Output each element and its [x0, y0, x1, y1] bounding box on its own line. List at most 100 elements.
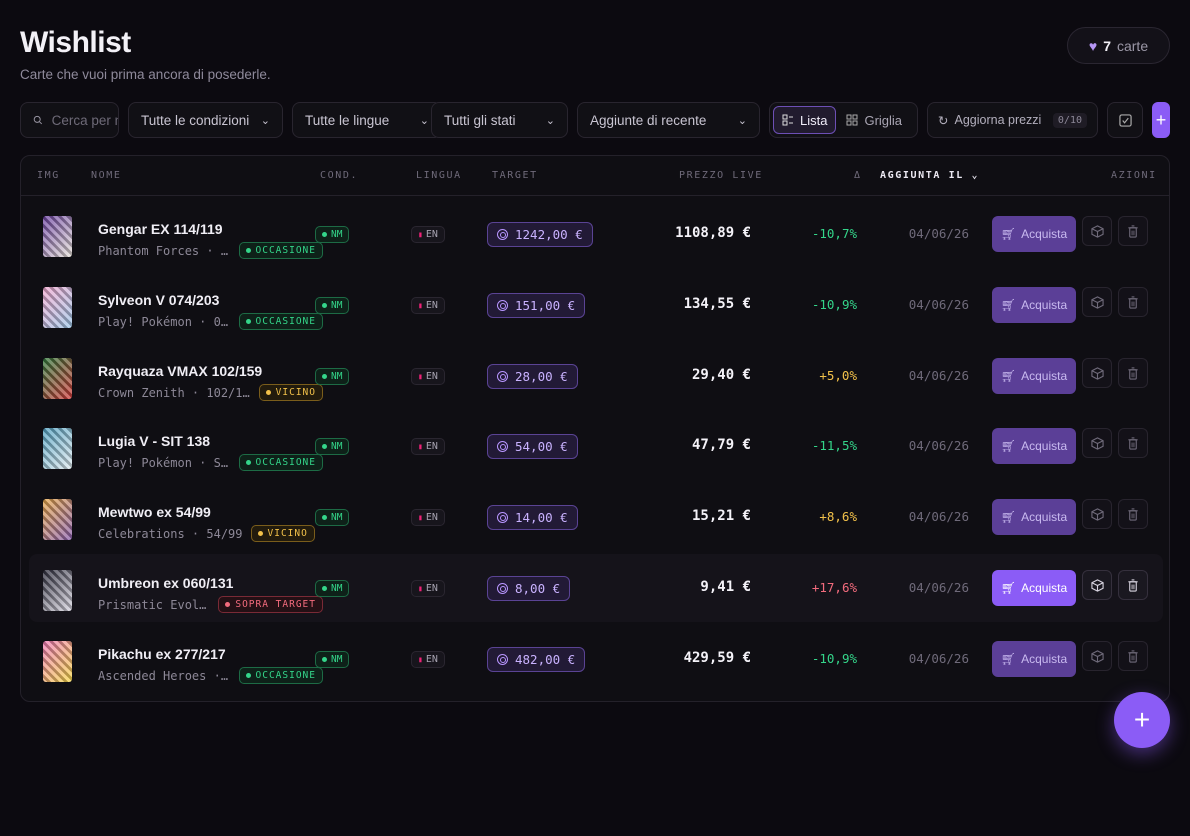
open-card-button[interactable]: [1082, 287, 1112, 317]
open-card-button[interactable]: [1082, 641, 1112, 671]
plus-icon: +: [1155, 109, 1167, 130]
open-card-button[interactable]: [1082, 358, 1112, 388]
buy-button[interactable]: 🛒︎ Acquista: [992, 499, 1076, 535]
card-name[interactable]: Sylveon V 074/203: [98, 292, 220, 308]
open-card-button[interactable]: [1082, 216, 1112, 246]
sort-select[interactable]: Aggiunte di recente ⌄: [577, 102, 760, 138]
delete-button[interactable]: [1118, 641, 1148, 671]
condition-badge: NM: [315, 438, 350, 455]
column-delta[interactable]: Δ: [854, 170, 862, 181]
view-toggle: Lista Griglia: [769, 102, 918, 138]
table-row[interactable]: Umbreon ex 060/131 Prismatic Evolutions …: [29, 554, 1163, 622]
target-price-badge[interactable]: 1242,00 €: [487, 222, 593, 247]
card-thumbnail[interactable]: [43, 358, 72, 399]
refresh-prices-label: Aggiorna prezzi: [954, 113, 1042, 127]
uk-flag-icon: ▮: [418, 372, 423, 381]
add-card-button[interactable]: +: [1152, 102, 1170, 138]
language-label: EN: [425, 371, 438, 382]
card-name[interactable]: Lugia V - SIT 138: [98, 433, 211, 449]
target-icon: [497, 583, 508, 594]
condition-filter-select[interactable]: Tutte le condizioni ⌄: [128, 102, 283, 138]
column-added[interactable]: AGGIUNTA IL ⌄: [880, 170, 979, 181]
card-set: Play! Pokémon · 074/203: [98, 314, 231, 329]
card-thumbnail[interactable]: [43, 570, 72, 611]
column-price[interactable]: PREZZO LIVE: [679, 170, 763, 181]
table-row[interactable]: Lugia V - SIT 138 Play! Pokémon · SIT 13…: [29, 412, 1163, 480]
live-price: 29,40 €: [691, 367, 751, 383]
table-row[interactable]: Gengar EX 114/119 Phantom Forces · 114/1…: [29, 200, 1163, 268]
target-icon: [497, 229, 508, 240]
refresh-quota-badge: 0/10: [1052, 112, 1087, 128]
card-set: Phantom Forces · 114/119: [98, 243, 231, 258]
card-thumbnail[interactable]: [43, 287, 72, 328]
search-icon: [33, 115, 43, 125]
column-cond[interactable]: COND.: [320, 170, 359, 181]
target-price-badge[interactable]: 8,00 €: [487, 576, 571, 601]
table-row[interactable]: Sylveon V 074/203 Play! Pokémon · 074/20…: [29, 271, 1163, 339]
language-label: EN: [425, 229, 438, 240]
card-name[interactable]: Umbreon ex 060/131: [98, 575, 234, 591]
cart-icon: 🛒︎: [1000, 439, 1017, 453]
chevron-down-icon: ⌄: [737, 114, 747, 127]
table-row[interactable]: Pikachu ex 277/217 Ascended Heroes · 277…: [29, 625, 1163, 693]
sort-label: Aggiunte di recente: [590, 112, 707, 128]
target-price: 482,00 €: [515, 652, 576, 667]
target-price-badge[interactable]: 482,00 €: [487, 647, 586, 672]
target-price-badge[interactable]: 54,00 €: [487, 434, 578, 459]
buy-button[interactable]: 🛒︎ Acquista: [992, 570, 1076, 606]
delete-button[interactable]: [1118, 499, 1148, 529]
delete-button[interactable]: [1118, 287, 1148, 317]
buy-button[interactable]: 🛒︎ Acquista: [992, 287, 1076, 323]
target-price-badge[interactable]: 28,00 €: [487, 364, 578, 389]
condition-badge: NM: [315, 226, 350, 243]
card-name[interactable]: Gengar EX 114/119: [98, 221, 223, 237]
view-list-button[interactable]: Lista: [773, 106, 837, 134]
card-name[interactable]: Rayquaza VMAX 102/159: [98, 363, 263, 379]
table-row[interactable]: Mewtwo ex 54/99 Celebrations · 54/99 VIC…: [29, 483, 1163, 551]
added-date: 04/06/26: [908, 651, 969, 666]
open-card-button[interactable]: [1082, 570, 1112, 600]
card-name[interactable]: Pikachu ex 277/217: [98, 646, 226, 662]
buy-button[interactable]: 🛒︎ Acquista: [992, 428, 1076, 464]
floating-add-button[interactable]: +: [1114, 692, 1170, 748]
refresh-prices-button[interactable]: ↻ Aggiorna prezzi 0/10: [927, 102, 1098, 138]
buy-button[interactable]: 🛒︎ Acquista: [992, 216, 1076, 252]
condition-label: NM: [331, 512, 343, 523]
added-date: 04/06/26: [908, 438, 969, 453]
state-filter-select[interactable]: Tutti gli stati ⌄: [431, 102, 568, 138]
card-set: Celebrations · 54/99: [98, 526, 243, 541]
cube-icon: [1090, 366, 1104, 380]
target-price: 14,00 €: [515, 510, 568, 525]
card-name[interactable]: Mewtwo ex 54/99: [98, 504, 211, 520]
card-thumbnail[interactable]: [43, 499, 72, 540]
delete-button[interactable]: [1118, 570, 1148, 600]
column-name[interactable]: NOME: [91, 170, 122, 181]
heart-icon: ♥: [1088, 37, 1098, 54]
card-thumbnail[interactable]: [43, 216, 72, 257]
delete-button[interactable]: [1118, 216, 1148, 246]
language-badge: ▮ EN: [411, 368, 445, 385]
open-card-button[interactable]: [1082, 499, 1112, 529]
open-card-button[interactable]: [1082, 428, 1112, 458]
condition-badge: NM: [315, 297, 350, 314]
buy-button[interactable]: 🛒︎ Acquista: [992, 358, 1076, 394]
buy-button[interactable]: 🛒︎ Acquista: [992, 641, 1076, 677]
column-target[interactable]: TARGET: [492, 170, 538, 181]
table-row[interactable]: Rayquaza VMAX 102/159 Crown Zenith · 102…: [29, 342, 1163, 410]
delete-button[interactable]: [1118, 358, 1148, 388]
select-mode-button[interactable]: [1107, 102, 1143, 138]
delete-button[interactable]: [1118, 428, 1148, 458]
target-price-badge[interactable]: 14,00 €: [487, 505, 578, 530]
card-thumbnail[interactable]: [43, 641, 72, 682]
card-set: Prismatic Evolutions · 060/131: [98, 597, 210, 612]
live-price: 9,41 €: [700, 579, 751, 595]
uk-flag-icon: ▮: [418, 513, 423, 522]
card-thumbnail[interactable]: [43, 428, 72, 469]
search-input[interactable]: Cerca per nome: [20, 102, 119, 138]
target-price-badge[interactable]: 151,00 €: [487, 293, 586, 318]
language-filter-select[interactable]: Tutte le lingue ⌄: [292, 102, 442, 138]
column-lang[interactable]: LINGUA: [416, 170, 462, 181]
buy-label: Acquista: [1021, 227, 1068, 241]
view-grid-button[interactable]: Griglia: [838, 106, 910, 134]
toolbar: Cerca per nome Tutte le condizioni ⌄ Tut…: [20, 102, 1170, 138]
